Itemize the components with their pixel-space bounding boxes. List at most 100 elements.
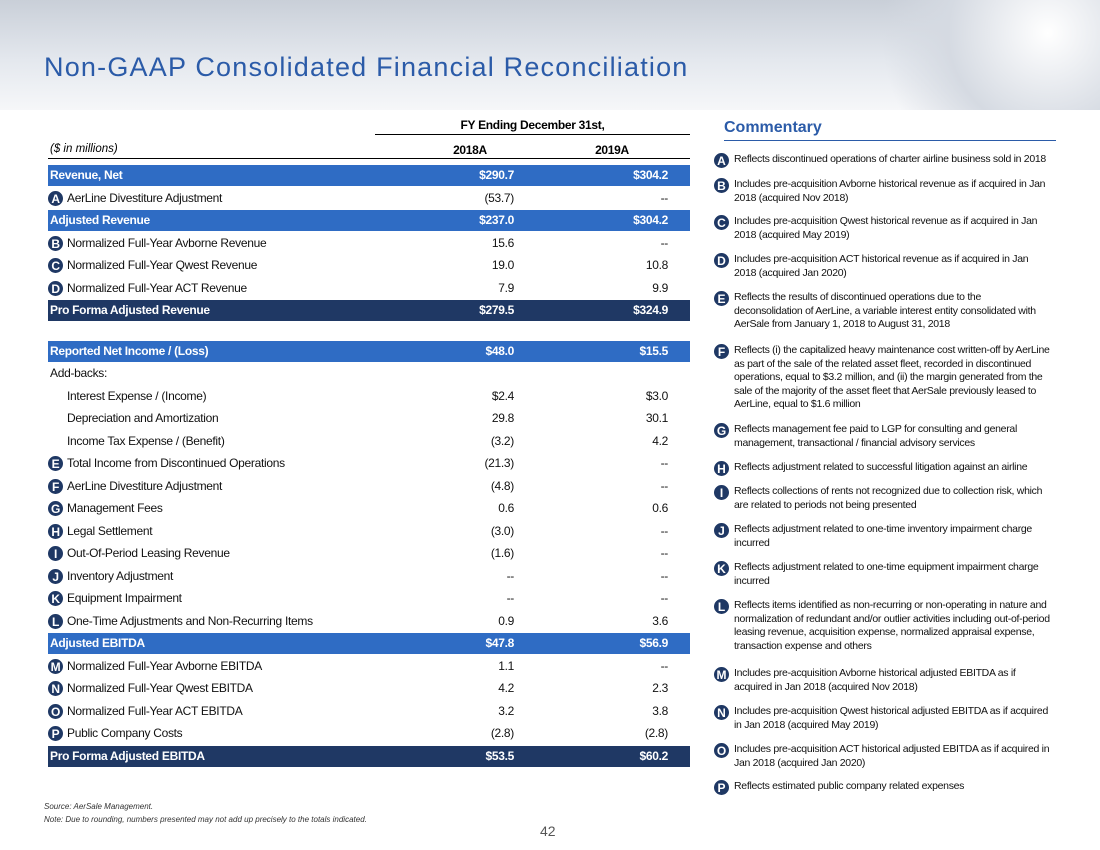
row-value: -- bbox=[506, 568, 515, 583]
table-row: Legal Settlement H (3.0) -- bbox=[47, 521, 690, 542]
row-label: AerLine Divestiture Adjustment bbox=[67, 478, 223, 493]
commentary-marker: F bbox=[713, 343, 730, 360]
table-row: Reported Net Income / (Loss) $48.0 $15.5 bbox=[48, 340, 690, 362]
row-value: 4.2 bbox=[498, 681, 514, 695]
row-label: Equipment Impairment bbox=[67, 591, 182, 605]
row-marker: K bbox=[47, 590, 64, 607]
row-marker: A bbox=[47, 189, 64, 207]
row-label: AerLine Divestiture Adjustment bbox=[67, 190, 223, 205]
commentary-text: Includes pre-acquisition ACT historical … bbox=[734, 743, 1050, 769]
commentary-text: Includes pre-acquisition ACT historical … bbox=[734, 253, 1029, 279]
table-row: Revenue, Net $290.7 $304.2 bbox=[48, 165, 690, 186]
row-value: (1.6) bbox=[490, 546, 514, 560]
row-value: -- bbox=[506, 591, 515, 605]
commentary-text: Reflects adjustment related to successfu… bbox=[734, 461, 1028, 473]
row-value: -- bbox=[660, 546, 669, 560]
row-value: $48.0 bbox=[485, 343, 514, 358]
row-value: 15.6 bbox=[491, 235, 514, 250]
row-value: -- bbox=[660, 235, 669, 250]
row-value: $56.9 bbox=[639, 636, 668, 650]
row-label: One-Time Adjustments and Non-Recurring I… bbox=[67, 613, 313, 628]
table-row: Adjusted EBITDA $47.8 $56.9 bbox=[48, 633, 690, 654]
row-label: Normalized Full-Year Avborne Revenue bbox=[67, 235, 267, 250]
commentary-marker: N bbox=[713, 704, 730, 721]
row-marker: P bbox=[47, 725, 64, 742]
table-row: Normalized Full-Year Qwest EBITDA N 4.2 2.3 bbox=[47, 678, 690, 699]
row-value: $290.7 bbox=[479, 168, 514, 182]
row-label: Normalized Full-Year ACT Revenue bbox=[67, 280, 247, 295]
source-note: Source: AerSale Management. bbox=[44, 802, 154, 811]
commentary-text: Reflects collections of rents not recogn… bbox=[734, 485, 1043, 511]
column-header: 2019A bbox=[595, 143, 629, 157]
row-label: Total Income from Discontinued Operation… bbox=[67, 456, 285, 470]
commentary-text: Includes pre-acquisition Avborne histori… bbox=[734, 667, 1016, 693]
commentary-marker: E bbox=[713, 290, 730, 307]
row-value: $2.4 bbox=[491, 388, 514, 403]
row-value: -- bbox=[660, 190, 669, 205]
row-value: $47.8 bbox=[485, 636, 514, 650]
row-value: 4.2 bbox=[652, 433, 668, 448]
row-value: $15.5 bbox=[639, 343, 668, 358]
table-row: Normalized Full-Year ACT Revenue D 7.9 9.9 bbox=[47, 278, 690, 299]
table-row: Equipment Impairment K -- -- bbox=[47, 588, 690, 609]
row-marker: M bbox=[47, 657, 64, 675]
commentary-text: Reflects items identified as non-recurri… bbox=[734, 599, 1050, 652]
page-title: Non-GAAP Consolidated Financial Reconcil… bbox=[44, 52, 689, 82]
table-row: Normalized Full-Year Avborne Revenue B 15.… bbox=[47, 233, 690, 254]
row-label: Adjusted EBITDA bbox=[50, 636, 145, 650]
row-marker: E bbox=[47, 455, 64, 472]
row-value: (2.8) bbox=[490, 726, 514, 740]
commentary-text: Reflects (i) the capitalized heavy maint… bbox=[734, 344, 1050, 410]
row-value: $304.2 bbox=[633, 213, 668, 227]
rounding-note: Note: Due to rounding, numbers presented… bbox=[44, 815, 367, 824]
row-label: Depreciation and Amortization bbox=[67, 411, 219, 425]
table-row: Depreciation and Amortization 29.8 30.1 bbox=[48, 408, 690, 429]
row-value: 1.1 bbox=[498, 658, 514, 673]
row-label: Normalized Full-Year ACT EBITDA bbox=[67, 703, 243, 718]
commentary-title: Commentary bbox=[724, 119, 822, 136]
row-marker: O bbox=[47, 702, 64, 720]
row-value: (2.8) bbox=[644, 726, 668, 740]
commentary-text: Includes pre-acquisition Qwest historica… bbox=[734, 215, 1038, 241]
commentary-marker: C bbox=[713, 214, 730, 231]
row-label: Reported Net Income / (Loss) bbox=[50, 343, 209, 358]
row-label: Out-Of-Period Leasing Revenue bbox=[67, 546, 230, 560]
column-header: 2018A bbox=[453, 143, 487, 157]
row-marker: H bbox=[47, 522, 64, 540]
commentary-marker: K bbox=[713, 560, 730, 577]
row-label: Normalized Full-Year Avborne EBITDA bbox=[67, 658, 262, 673]
commentary-rule bbox=[724, 140, 1056, 141]
row-value: 0.6 bbox=[498, 501, 514, 515]
table-row: AerLine Divestiture Adjustment F (4.8) -- bbox=[47, 476, 690, 497]
commentary-text: Includes pre-acquisition Avborne histori… bbox=[734, 178, 1046, 204]
row-marker: B bbox=[47, 234, 64, 252]
commentary-marker: L bbox=[713, 598, 730, 615]
units-label: ($ in millions) bbox=[50, 143, 118, 155]
header-rule bbox=[48, 158, 690, 159]
row-marker: L bbox=[47, 612, 64, 630]
row-label: Revenue, Net bbox=[50, 168, 123, 182]
row-value: $53.5 bbox=[485, 748, 514, 763]
table-row: Normalized Full-Year Qwest Revenue C 19.0 1… bbox=[47, 255, 690, 276]
row-marker: J bbox=[47, 567, 64, 585]
row-label: Adjusted Revenue bbox=[50, 213, 150, 227]
row-value: 0.6 bbox=[652, 501, 668, 515]
commentary-text: Reflects the results of discontinued ope… bbox=[734, 291, 1036, 330]
table-row: Income Tax Expense / (Benefit) (3.2) 4.2 bbox=[48, 431, 690, 452]
table-row: AerLine Divestiture Adjustment A (53.7) -- bbox=[47, 188, 690, 209]
row-value: 29.8 bbox=[491, 411, 514, 425]
table-row: Normalized Full-Year Avborne EBITDA M 1.1 -… bbox=[47, 656, 690, 677]
commentary-marker: M bbox=[713, 666, 730, 683]
commentary-text: Reflects discontinued operations of char… bbox=[734, 153, 1046, 165]
row-value: $237.0 bbox=[479, 213, 514, 227]
row-label: Add-backs: bbox=[50, 366, 108, 380]
commentary-marker: O bbox=[713, 742, 730, 759]
row-value: -- bbox=[660, 591, 669, 605]
row-label: Income Tax Expense / (Benefit) bbox=[67, 433, 225, 448]
row-value: $3.0 bbox=[645, 388, 668, 403]
row-label: Pro Forma Adjusted Revenue bbox=[50, 303, 210, 317]
header-band bbox=[0, 0, 1100, 110]
row-marker: D bbox=[47, 279, 64, 297]
table-row: Add-backs: bbox=[48, 363, 690, 384]
table-row: Pro Forma Adjusted EBITDA $53.5 $60.2 bbox=[48, 745, 690, 767]
